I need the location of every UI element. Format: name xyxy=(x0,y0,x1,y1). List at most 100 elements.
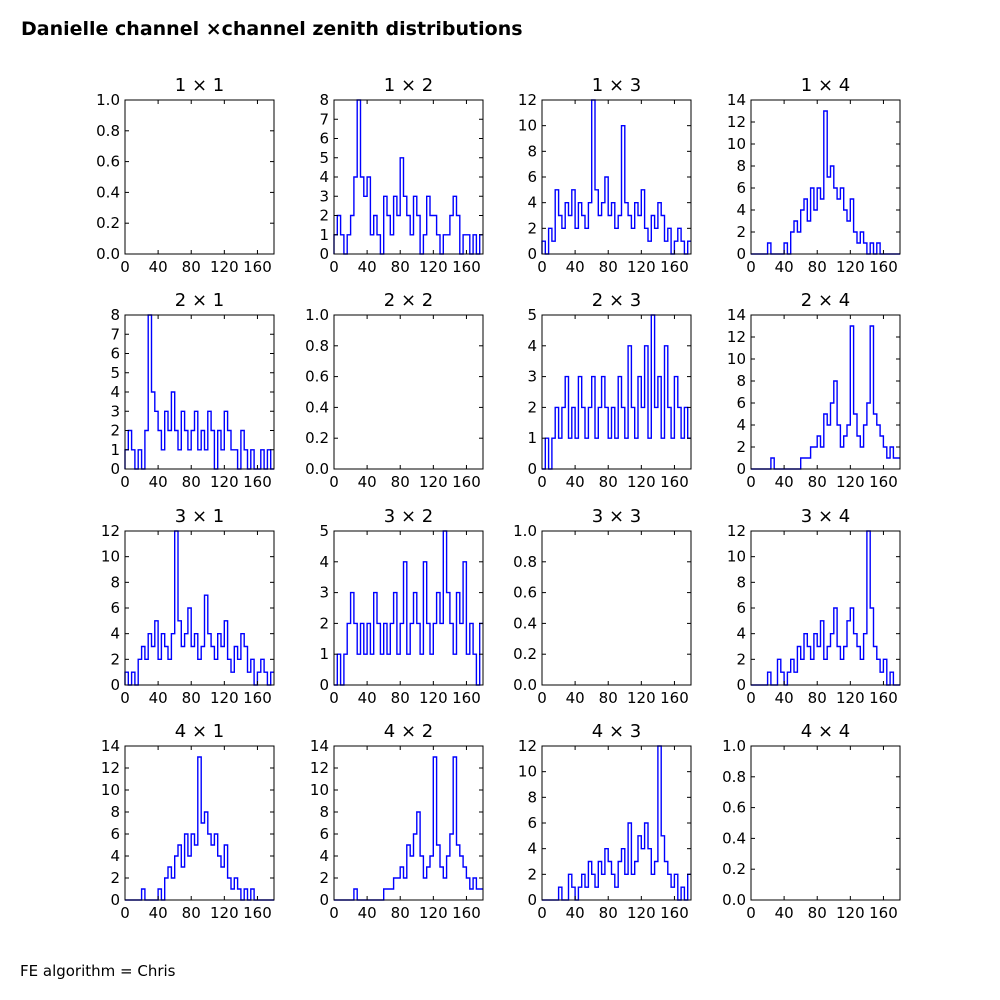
x-tick-label: 160 xyxy=(869,473,898,491)
x-tick-label: 80 xyxy=(391,689,410,707)
y-tick-label: 2 xyxy=(110,869,120,887)
y-tick-label: 2 xyxy=(527,219,537,237)
x-tick-label: 0 xyxy=(120,689,130,707)
y-tick-label: 0 xyxy=(527,460,537,478)
y-tick-label: 0.2 xyxy=(305,429,329,447)
y-tick-label: 0.0 xyxy=(305,460,329,478)
y-tick-label: 6 xyxy=(110,825,120,843)
y-tick-label: 0 xyxy=(110,460,120,478)
y-tick-label: 3 xyxy=(110,402,120,420)
x-tick-label: 40 xyxy=(149,258,168,276)
x-tick-label: 0 xyxy=(537,473,547,491)
y-tick-label: 8 xyxy=(527,142,537,160)
panel-3-3: 3 × 3 0 40 80 120 160 0.0 0.2 0.4 0.6 0.8 1.0 xyxy=(513,506,692,707)
y-tick-label: 4 xyxy=(319,553,329,571)
panel-title: 1 × 3 xyxy=(592,75,641,96)
x-tick-label: 120 xyxy=(210,258,239,276)
series-line xyxy=(124,314,274,470)
y-tick-label: 0 xyxy=(736,460,746,478)
x-tick-label: 160 xyxy=(452,258,481,276)
x-tick-label: 80 xyxy=(391,258,410,276)
panel-title: 1 × 2 xyxy=(384,75,433,96)
x-tick-label: 80 xyxy=(808,473,827,491)
axes-frame xyxy=(750,99,901,255)
x-tick-label: 0 xyxy=(537,904,547,922)
x-tick-label: 160 xyxy=(869,904,898,922)
y-tick-label: 2 xyxy=(319,207,329,225)
y-tick-label: 12 xyxy=(727,328,746,346)
y-tick-label: 3 xyxy=(319,584,329,602)
y-tick-label: 7 xyxy=(110,325,120,343)
y-tick-label: 0.0 xyxy=(722,891,746,909)
y-tick-label: 12 xyxy=(101,759,120,777)
axes-frame xyxy=(541,530,692,686)
y-tick-label: 1 xyxy=(527,429,537,447)
x-tick-label: 40 xyxy=(358,904,377,922)
y-tick-label: 4 xyxy=(736,201,746,219)
y-tick-label: 4 xyxy=(527,337,537,355)
axes-frame xyxy=(541,99,692,255)
series-line xyxy=(334,756,483,901)
y-tick-label: 0.4 xyxy=(96,183,120,201)
x-tick-label: 120 xyxy=(419,473,448,491)
x-tick-label: 40 xyxy=(775,258,794,276)
x-tick-label: 120 xyxy=(210,904,239,922)
y-tick-label: 10 xyxy=(518,117,537,135)
series-line xyxy=(124,530,274,686)
y-tick-label: 1.0 xyxy=(722,737,746,755)
y-tick-label: 14 xyxy=(310,737,329,755)
series-line xyxy=(125,756,274,901)
x-tick-label: 0 xyxy=(746,904,756,922)
axes-frame xyxy=(750,530,901,686)
y-tick-label: 2 xyxy=(736,223,746,241)
y-tick-label: 4 xyxy=(319,847,329,865)
series-line xyxy=(751,530,900,686)
x-tick-label: 40 xyxy=(566,689,585,707)
y-tick-label: 0.4 xyxy=(513,614,537,632)
y-tick-label: 8 xyxy=(736,573,746,591)
panel-2-3: 2 × 3 0 40 80 120 160 0 1 2 3 4 5 xyxy=(527,290,692,491)
y-tick-label: 12 xyxy=(310,759,329,777)
y-tick-label: 6 xyxy=(527,168,537,186)
x-tick-label: 120 xyxy=(627,473,656,491)
y-tick-label: 12 xyxy=(727,522,746,540)
x-tick-label: 120 xyxy=(419,904,448,922)
y-tick-label: 8 xyxy=(736,157,746,175)
y-tick-label: 5 xyxy=(319,522,329,540)
x-tick-label: 160 xyxy=(869,689,898,707)
y-tick-label: 5 xyxy=(319,149,329,167)
y-tick-label: 6 xyxy=(319,130,329,148)
x-tick-label: 0 xyxy=(537,689,547,707)
x-tick-label: 160 xyxy=(452,904,481,922)
panel-4-4: 4 × 4 0 40 80 120 160 0.0 0.2 0.4 0.6 0.8 1.0 xyxy=(722,721,901,922)
x-tick-label: 40 xyxy=(566,904,585,922)
panel-title: 3 × 2 xyxy=(384,506,433,527)
axes-frame xyxy=(333,745,484,901)
panel-title: 4 × 1 xyxy=(175,721,224,742)
x-tick-label: 160 xyxy=(243,689,272,707)
panel-title: 2 × 2 xyxy=(384,290,433,311)
x-tick-label: 160 xyxy=(452,689,481,707)
y-tick-label: 0.8 xyxy=(513,553,537,571)
panel-title: 4 × 4 xyxy=(801,721,850,742)
y-tick-label: 0 xyxy=(736,245,746,263)
panel-title: 3 × 3 xyxy=(592,506,641,527)
axes-frame xyxy=(750,314,901,470)
x-tick-label: 0 xyxy=(329,904,339,922)
x-tick-label: 40 xyxy=(358,689,377,707)
axes-frame xyxy=(124,745,275,901)
y-tick-label: 8 xyxy=(110,573,120,591)
axes-frame xyxy=(541,745,692,901)
y-tick-label: 14 xyxy=(101,737,120,755)
axes-frame xyxy=(750,745,901,901)
y-tick-label: 6 xyxy=(110,599,120,617)
x-tick-label: 160 xyxy=(660,689,689,707)
y-tick-label: 8 xyxy=(319,803,329,821)
x-tick-label: 40 xyxy=(149,689,168,707)
y-tick-label: 0 xyxy=(110,891,120,909)
series-line xyxy=(542,314,691,470)
panel-4-3: 4 × 3 0 40 80 120 160 0 2 4 6 8 10 12 xyxy=(518,721,692,922)
